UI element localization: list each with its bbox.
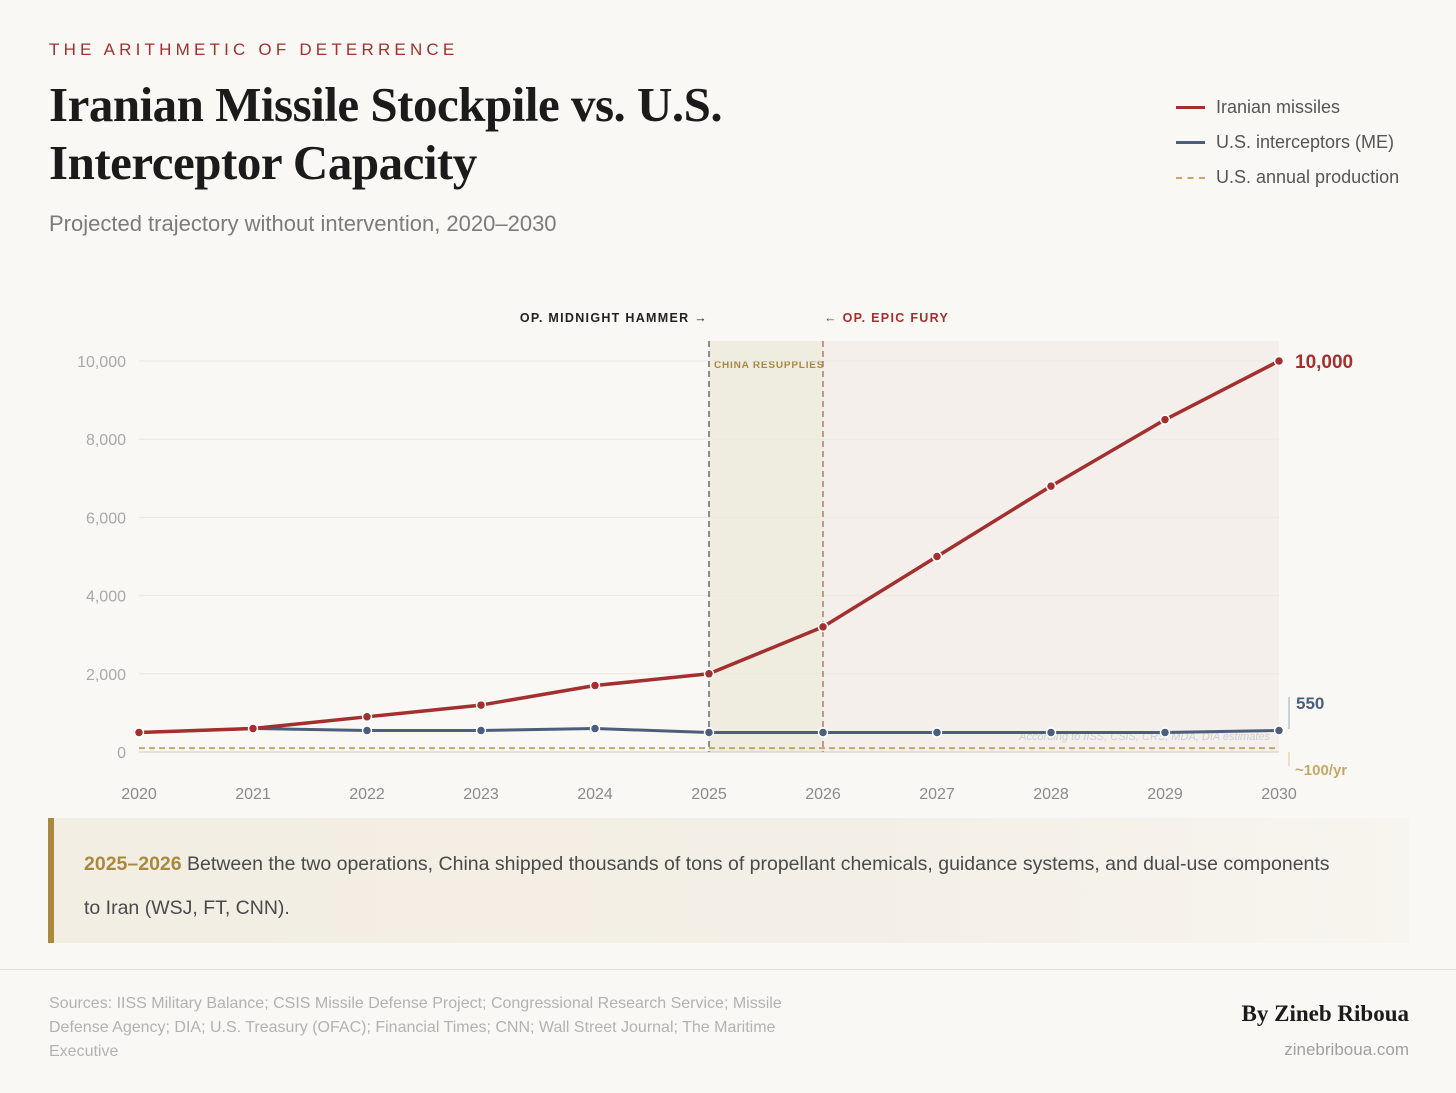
- interceptors-point: [817, 727, 829, 738]
- missiles-point: [361, 711, 373, 723]
- interceptors-point: [475, 725, 487, 736]
- chart-title: Iranian Missile Stockpile vs. U.S. Inter…: [49, 77, 723, 190]
- missiles-point: [1045, 480, 1057, 492]
- y-tick-label: 4,000: [86, 589, 126, 606]
- shaded-region: [823, 341, 1279, 752]
- legend-swatch-production: [1176, 176, 1205, 179]
- missiles-point: [247, 723, 259, 734]
- interceptors-point: [1045, 727, 1057, 738]
- x-tick-label: 2024: [577, 786, 613, 803]
- interceptors-point: [361, 725, 373, 736]
- interceptors-point: [703, 727, 715, 738]
- shaded-region: [709, 341, 823, 752]
- legend-label: U.S. interceptors (ME): [1216, 132, 1395, 152]
- x-tick-label: 2028: [1033, 786, 1069, 803]
- legend: Iranian missiles U.S. interceptors (ME) …: [1176, 90, 1399, 195]
- interceptors-point: [931, 727, 943, 738]
- callout-box: 2025–2026 Between the two operations, Ch…: [48, 818, 1409, 943]
- missiles-point: [817, 621, 829, 633]
- missiles-point: [1159, 414, 1171, 425]
- end-label-interceptors: 550: [1296, 694, 1324, 713]
- x-tick-label: 2021: [235, 786, 271, 803]
- event-label: ← OP. EPIC FURY: [824, 311, 949, 325]
- source-note: According to IISS, CSIS, CRS, MDA, DIA e…: [1018, 731, 1270, 743]
- interceptors-point: [1273, 725, 1285, 736]
- x-tick-label: 2030: [1261, 786, 1297, 803]
- callout-year: 2025–2026: [84, 853, 182, 875]
- y-tick-label: 6,000: [86, 510, 126, 527]
- legend-swatch-interceptors: [1176, 141, 1205, 144]
- event-label: OP. MIDNIGHT HAMMER →: [520, 311, 708, 325]
- x-tick-label: 2027: [919, 786, 955, 803]
- x-tick-label: 2022: [349, 786, 385, 803]
- missiles-point: [1273, 355, 1285, 367]
- callout-body: Between the two operations, China shippe…: [84, 853, 1330, 919]
- y-tick-label: 8,000: [86, 432, 126, 449]
- legend-swatch-missiles: [1176, 106, 1205, 109]
- missiles-point: [133, 727, 145, 738]
- kicker: THE ARITHMETIC OF DETERRENCE: [49, 40, 459, 59]
- missiles-point: [475, 699, 487, 711]
- x-tick-label: 2025: [691, 786, 727, 803]
- callout-text: 2025–2026 Between the two operations, Ch…: [84, 842, 1344, 930]
- missiles-point: [589, 680, 601, 691]
- interceptors-point: [1159, 727, 1171, 738]
- end-label-missiles: 10,000: [1295, 352, 1353, 373]
- chart-subtitle: Projected trajectory without interventio…: [49, 211, 557, 236]
- y-tick-label: 10,000: [77, 354, 126, 371]
- sources-note: Sources: IISS Military Balance; CSIS Mis…: [49, 995, 782, 1060]
- missiles-point: [931, 551, 943, 562]
- x-tick-label: 2026: [805, 786, 841, 803]
- footer-divider: [0, 969, 1456, 970]
- byline: By Zineb Riboua: [1241, 1001, 1409, 1026]
- legend-label: Iranian missiles: [1216, 97, 1341, 117]
- site-url: zinebriboua.com: [1284, 1040, 1409, 1059]
- interceptors-point: [589, 723, 601, 734]
- x-tick-label: 2020: [121, 786, 157, 803]
- legend-item-interceptors: U.S. interceptors (ME): [1176, 125, 1399, 160]
- legend-label: U.S. annual production: [1216, 167, 1400, 187]
- shaded-region-label: CHINA RESUPPLIES: [714, 360, 824, 371]
- legend-item-production: U.S. annual production: [1176, 160, 1399, 195]
- legend-item-missiles: Iranian missiles: [1176, 90, 1399, 125]
- end-label-production: ~100/yr: [1295, 762, 1347, 779]
- x-tick-label: 2029: [1147, 786, 1183, 803]
- line-chart: CHINA RESUPPLIES 0 2,000 4,000 6,000 8,000 10,…: [77, 311, 1353, 803]
- missiles-point: [703, 668, 715, 680]
- y-tick-label: 0: [117, 745, 126, 762]
- y-tick-label: 2,000: [86, 667, 126, 684]
- x-tick-label: 2023: [463, 786, 499, 803]
